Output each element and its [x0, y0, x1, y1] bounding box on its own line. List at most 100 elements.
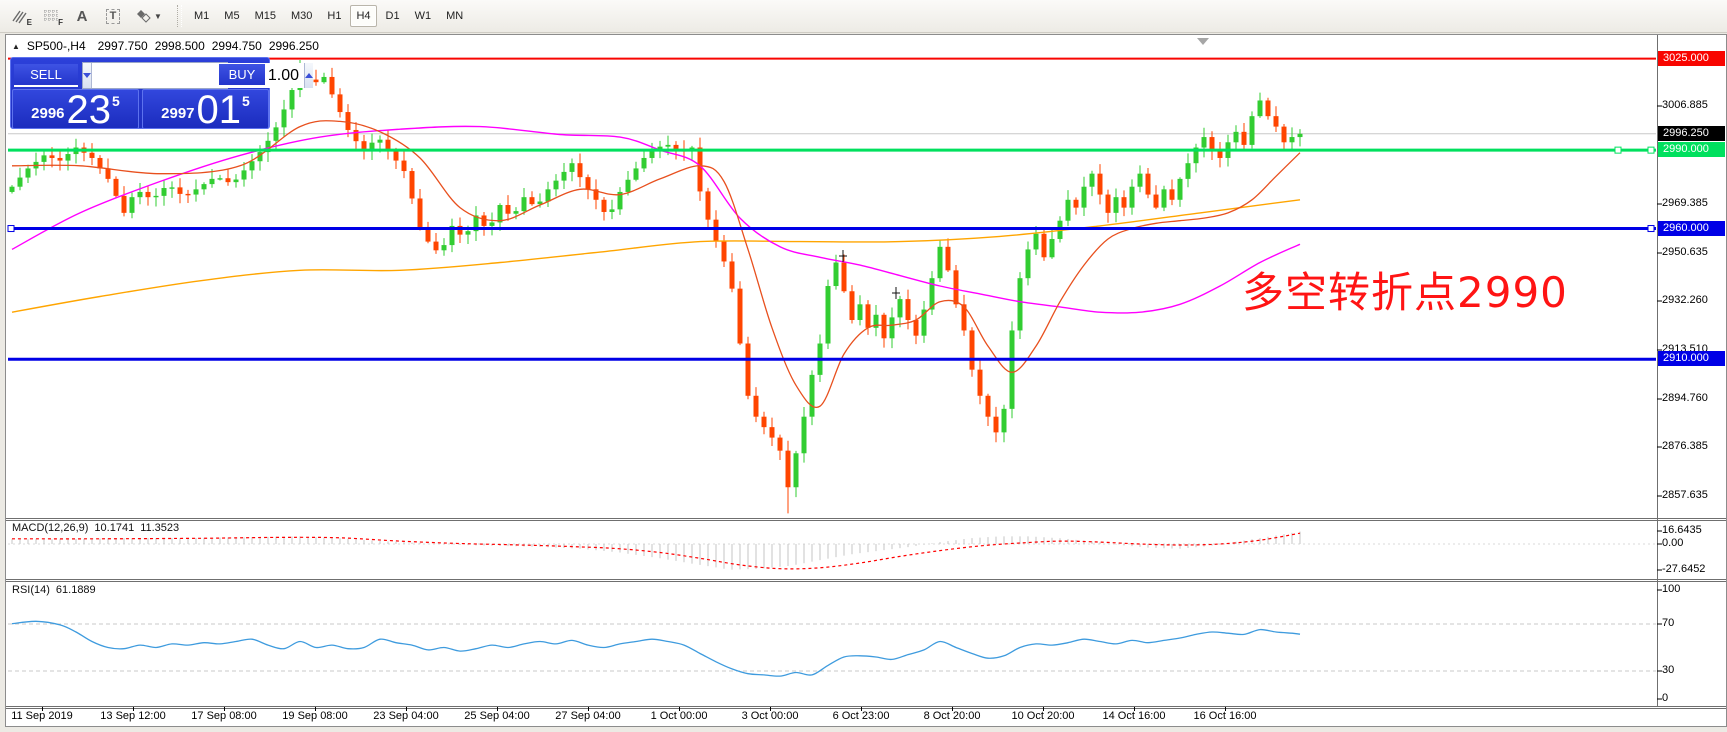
timeframe-button-h1[interactable]: H1 [327, 10, 342, 22]
candle [1209, 131, 1215, 161]
candle [241, 161, 247, 187]
candle [529, 191, 535, 206]
grid-tool-icon[interactable]: F [37, 4, 65, 28]
candle [881, 312, 887, 348]
buy-price-prefix: 2997 [161, 105, 195, 122]
candle [1009, 321, 1015, 419]
pivot-2990-handle[interactable] [1647, 146, 1655, 154]
chart-shift-marker-icon[interactable] [1197, 38, 1209, 45]
buy-price-box[interactable]: 2997 01 5 [142, 88, 269, 133]
header-open: 2997.750 [97, 39, 148, 53]
candle [601, 197, 607, 221]
candle [193, 179, 199, 202]
candle [745, 336, 751, 400]
macd-tick-label: -27.6452 [1662, 563, 1706, 575]
candle [1193, 143, 1199, 173]
price-tick-label: 2876.385 [1662, 440, 1708, 452]
triangle-down-icon [83, 73, 91, 78]
candle [1241, 123, 1247, 151]
candle [825, 279, 831, 350]
candle [1089, 170, 1095, 197]
rsi-tick-label: 100 [1662, 583, 1681, 595]
time-axis-label: 27 Sep 04:00 [555, 710, 621, 722]
sell-price-sup: 5 [112, 93, 120, 109]
rsi-tick-label: 70 [1662, 617, 1675, 629]
time-axis-label: 11 Sep 2019 [11, 710, 73, 722]
candle [769, 417, 775, 447]
candle [1249, 111, 1255, 149]
volume-increase-button[interactable] [304, 63, 313, 88]
one-click-trade-panel: SELL BUY 2996 23 5 2997 01 5 [10, 57, 313, 133]
candle [793, 450, 799, 498]
candle [569, 158, 575, 182]
time-axis-label: 1 Oct 00:00 [650, 710, 708, 722]
rsi-pane-label: RSI(14) 61.1889 [12, 584, 102, 596]
candle [809, 370, 815, 426]
price-tick-label: 2894.760 [1662, 392, 1708, 404]
macd-value: 10.1741 [94, 522, 135, 534]
text-label-tool-icon[interactable]: A [68, 4, 96, 28]
candle [937, 239, 943, 282]
candle [1161, 185, 1167, 212]
chart-annotation-text[interactable]: 多空转折点2990 [1242, 268, 1568, 317]
chart-window-bg [6, 35, 1726, 726]
candle [1257, 92, 1263, 118]
candle [1001, 404, 1007, 443]
timeframe-button-mn[interactable]: MN [446, 10, 464, 22]
timeframe-button-w1[interactable]: W1 [414, 10, 432, 22]
time-axis-label: 13 Sep 12:00 [100, 710, 166, 722]
macd-pane-label: MACD(12,26,9) 10.1741 11.3523 [12, 522, 185, 534]
text-box-tool-icon[interactable]: T [99, 4, 127, 28]
candle [841, 254, 847, 293]
time-axis-label: 23 Sep 04:00 [373, 710, 439, 722]
sell-price-box[interactable]: 2996 23 5 [12, 88, 139, 133]
candle [249, 154, 255, 179]
arrange-objects-tool-icon[interactable]: ▼ [130, 4, 168, 28]
candle [1201, 127, 1207, 158]
timeframe-button-m5[interactable]: M5 [224, 10, 240, 22]
timeframe-button-m1[interactable]: M1 [194, 10, 210, 22]
sell-button[interactable]: SELL [14, 64, 78, 87]
candle [321, 72, 327, 84]
timeframe-button-h4[interactable]: H4 [350, 5, 377, 27]
candle [777, 434, 783, 461]
macd-signal-value: 11.3523 [140, 522, 180, 534]
candle [513, 207, 519, 220]
candle [225, 168, 231, 186]
candle [897, 295, 903, 328]
timeframe-button-d1[interactable]: D1 [385, 10, 400, 22]
time-axis-label: 6 Oct 23:00 [832, 710, 890, 722]
candle [185, 189, 191, 204]
volume-input[interactable] [92, 63, 304, 88]
candle [457, 217, 463, 244]
timeframe-button-m15[interactable]: M15 [254, 10, 276, 22]
rsi-line [11, 620, 1301, 677]
candle [1273, 106, 1279, 132]
timeframe-button-m30[interactable]: M30 [290, 10, 313, 22]
buy-price-big: 01 [196, 88, 242, 133]
collapse-triangle-icon[interactable]: ▲ [12, 41, 20, 51]
price-tick-label: 2969.385 [1662, 197, 1708, 209]
candle [353, 122, 359, 150]
pivot-2990-handle[interactable] [1614, 146, 1622, 154]
candle [161, 179, 167, 206]
candle [785, 440, 791, 514]
sell-price-big: 23 [66, 88, 112, 133]
candle [201, 182, 207, 195]
volume-decrease-button[interactable] [83, 63, 92, 88]
candle [1017, 272, 1023, 339]
candle [441, 238, 447, 256]
candle [481, 211, 487, 236]
candle [945, 238, 951, 272]
candle [969, 327, 975, 377]
ma-magenta-line [11, 125, 1301, 314]
time-axis-label: 17 Sep 08:00 [191, 710, 257, 722]
support-2960-handle[interactable] [7, 225, 15, 233]
support-2960-handle[interactable] [1647, 225, 1655, 233]
candle [361, 134, 367, 160]
draw-lines-tool-icon[interactable]: E [6, 4, 34, 28]
header-low: 2994.750 [211, 39, 262, 53]
buy-button[interactable]: BUY [219, 64, 265, 87]
